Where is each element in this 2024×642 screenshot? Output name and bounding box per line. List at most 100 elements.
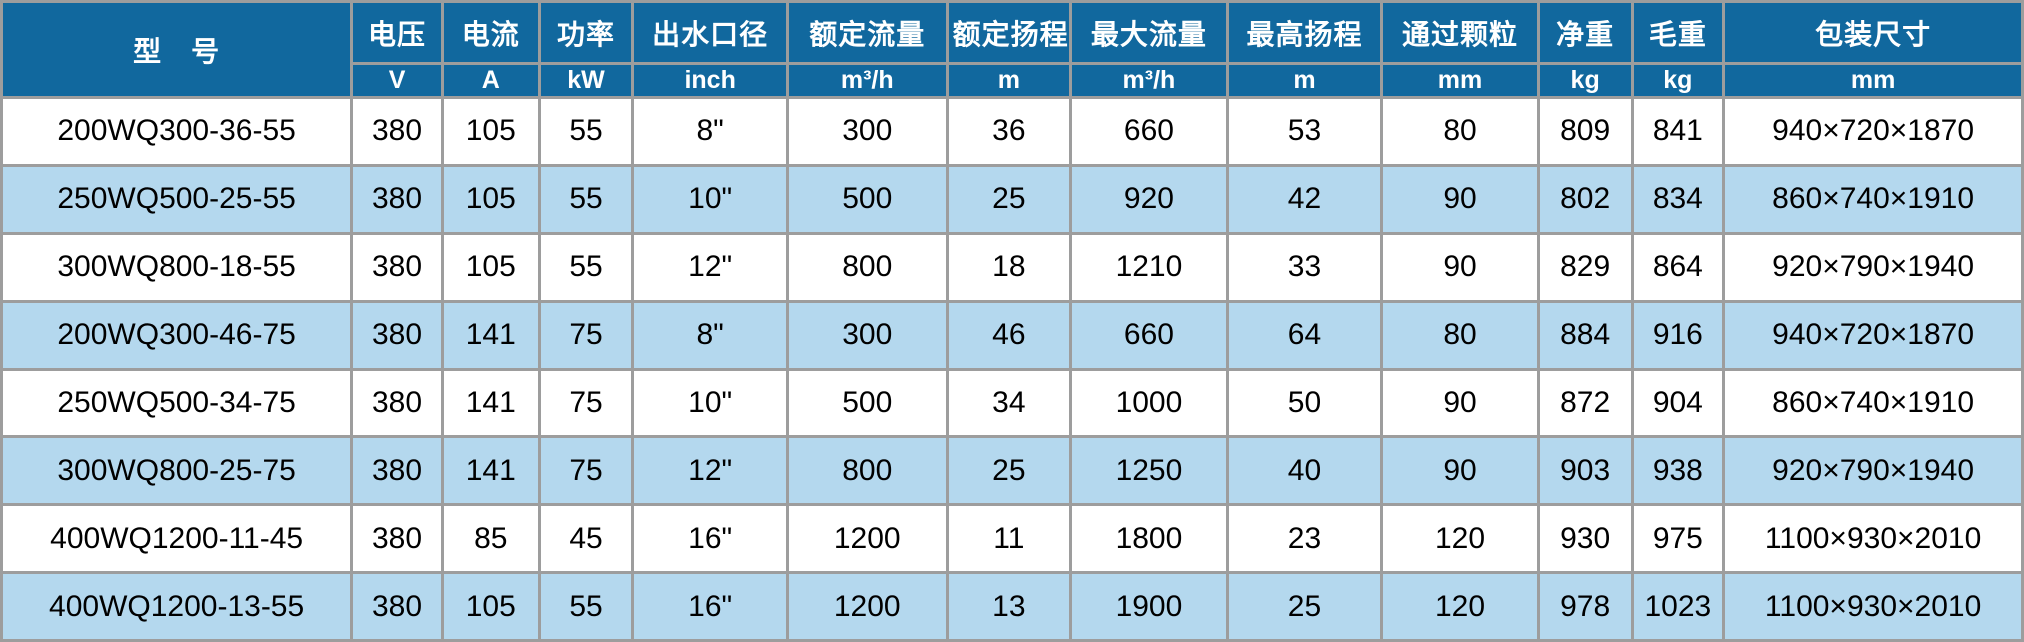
table-cell: 75 <box>537 435 635 507</box>
table-cell: 1250 <box>1069 435 1229 507</box>
table-cell: 380 <box>350 571 444 642</box>
table-cell: 53 <box>1225 96 1384 167</box>
table-cell: 141 <box>440 367 541 439</box>
table-cell: 105 <box>440 231 541 303</box>
header-cell-col8: 最高扬程 <box>1225 0 1384 65</box>
table-cell: 10" <box>631 367 789 439</box>
table-cell: 18 <box>945 231 1073 303</box>
table-cell: 834 <box>1630 163 1726 235</box>
table-cell: 1100×930×2010 <box>1722 503 2024 575</box>
table-header: 型 号 电压 电流 功率 出水口径 额定流量 额定扬程 最大流量 最高扬程 通过颗粒 净重 毛重 包装… <box>0 0 2024 99</box>
table-cell: 872 <box>1536 367 1634 439</box>
table-row-200WQ300-36-55: 200WQ300-36-55 380 105 55 8" 300 36 660 53 80 809 8… <box>0 96 2024 167</box>
table-row-400WQ1200-11-45: 400WQ1200-11-45 380 85 45 16" 1200 11 1800 23 120… <box>0 503 2024 575</box>
header-cell-col3: 功率 <box>537 0 635 65</box>
table-cell: 1800 <box>1069 503 1229 575</box>
table-cell: 55 <box>537 571 635 642</box>
table-cell: 930 <box>1536 503 1634 575</box>
table-cell: 841 <box>1630 96 1726 167</box>
table-cell: 90 <box>1380 231 1540 303</box>
table-row-200WQ300-46-75: 200WQ300-46-75 380 141 75 8" 300 46 660 64 80 884 9… <box>0 299 2024 371</box>
table-cell: 25 <box>945 435 1073 507</box>
table-cell: 23 <box>1225 503 1384 575</box>
table-cell: 8" <box>631 96 789 167</box>
header-cell-col6: 额定扬程 <box>945 0 1073 65</box>
table-cell: 1200 <box>785 571 949 642</box>
table-cell: 940×720×1870 <box>1722 96 2024 167</box>
table-cell: 141 <box>440 435 541 507</box>
table-cell: 380 <box>350 96 444 167</box>
table-cell: 1100×930×2010 <box>1722 571 2024 642</box>
table-cell: 380 <box>350 503 444 575</box>
table-cell: 940×720×1870 <box>1722 299 2024 371</box>
table-cell: 80 <box>1380 96 1540 167</box>
table-cell: 800 <box>785 435 949 507</box>
model-cell: 300WQ800-18-55 <box>0 231 354 303</box>
unit-cell-col10: kg <box>1536 62 1634 99</box>
header-cell-col4: 出水口径 <box>631 0 789 65</box>
table-cell: 903 <box>1536 435 1634 507</box>
table-row-400WQ1200-13-55: 400WQ1200-13-55 380 105 55 16" 1200 13 1900 25 12… <box>0 571 2024 642</box>
header-cell-col9: 通过颗粒 <box>1380 0 1540 65</box>
table-cell: 1900 <box>1069 571 1229 642</box>
header-cell-col10: 净重 <box>1536 0 1634 65</box>
model-cell: 250WQ500-34-75 <box>0 367 354 439</box>
table-cell: 36 <box>945 96 1073 167</box>
table-row-300WQ800-18-55: 300WQ800-18-55 380 105 55 12" 800 18 1210 33 90 82… <box>0 231 2024 303</box>
table-cell: 40 <box>1225 435 1384 507</box>
unit-cell-col4: inch <box>631 62 789 99</box>
table-cell: 916 <box>1630 299 1726 371</box>
unit-cell-col3: kW <box>537 62 635 99</box>
table-cell: 55 <box>537 163 635 235</box>
table-cell: 978 <box>1536 571 1634 642</box>
table-cell: 1200 <box>785 503 949 575</box>
model-cell: 300WQ800-25-75 <box>0 435 354 507</box>
table-cell: 1000 <box>1069 367 1229 439</box>
table-cell: 380 <box>350 231 444 303</box>
table-cell: 12" <box>631 231 789 303</box>
header-cell-col11: 毛重 <box>1630 0 1726 65</box>
table-cell: 64 <box>1225 299 1384 371</box>
table-cell: 16" <box>631 571 789 642</box>
table-cell: 860×740×1910 <box>1722 163 2024 235</box>
table-cell: 25 <box>945 163 1073 235</box>
table-cell: 1023 <box>1630 571 1726 642</box>
unit-cell-col11: kg <box>1630 62 1726 99</box>
table-cell: 55 <box>537 96 635 167</box>
table-cell: 10" <box>631 163 789 235</box>
table-cell: 105 <box>440 571 541 642</box>
unit-cell-col6: m <box>945 62 1073 99</box>
table-row-250WQ500-34-75: 250WQ500-34-75 380 141 75 10" 500 34 1000 50 90 87… <box>0 367 2024 439</box>
header-cell-col12: 包装尺寸 <box>1722 0 2024 65</box>
table-cell: 802 <box>1536 163 1634 235</box>
table-cell: 660 <box>1069 299 1229 371</box>
table-cell: 829 <box>1536 231 1634 303</box>
table-cell: 85 <box>440 503 541 575</box>
header-cell-col7: 最大流量 <box>1069 0 1229 65</box>
model-cell: 200WQ300-46-75 <box>0 299 354 371</box>
table-cell: 120 <box>1380 571 1540 642</box>
table-cell: 11 <box>945 503 1073 575</box>
model-cell: 200WQ300-36-55 <box>0 96 354 167</box>
table-cell: 90 <box>1380 367 1540 439</box>
table-cell: 380 <box>350 367 444 439</box>
table-cell: 105 <box>440 163 541 235</box>
table-cell: 800 <box>785 231 949 303</box>
table-cell: 33 <box>1225 231 1384 303</box>
table-cell: 45 <box>537 503 635 575</box>
table-cell: 80 <box>1380 299 1540 371</box>
table-cell: 938 <box>1630 435 1726 507</box>
table-cell: 55 <box>537 231 635 303</box>
table-cell: 34 <box>945 367 1073 439</box>
header-cell-model: 型 号 <box>0 0 354 99</box>
table-cell: 500 <box>785 163 949 235</box>
unit-cell-col2: A <box>440 62 541 99</box>
model-cell: 400WQ1200-13-55 <box>0 571 354 642</box>
header-cell-col1: 电压 <box>350 0 444 65</box>
table-cell: 1210 <box>1069 231 1229 303</box>
table-cell: 16" <box>631 503 789 575</box>
unit-cell-col5: m³/h <box>785 62 949 99</box>
table-cell: 860×740×1910 <box>1722 367 2024 439</box>
